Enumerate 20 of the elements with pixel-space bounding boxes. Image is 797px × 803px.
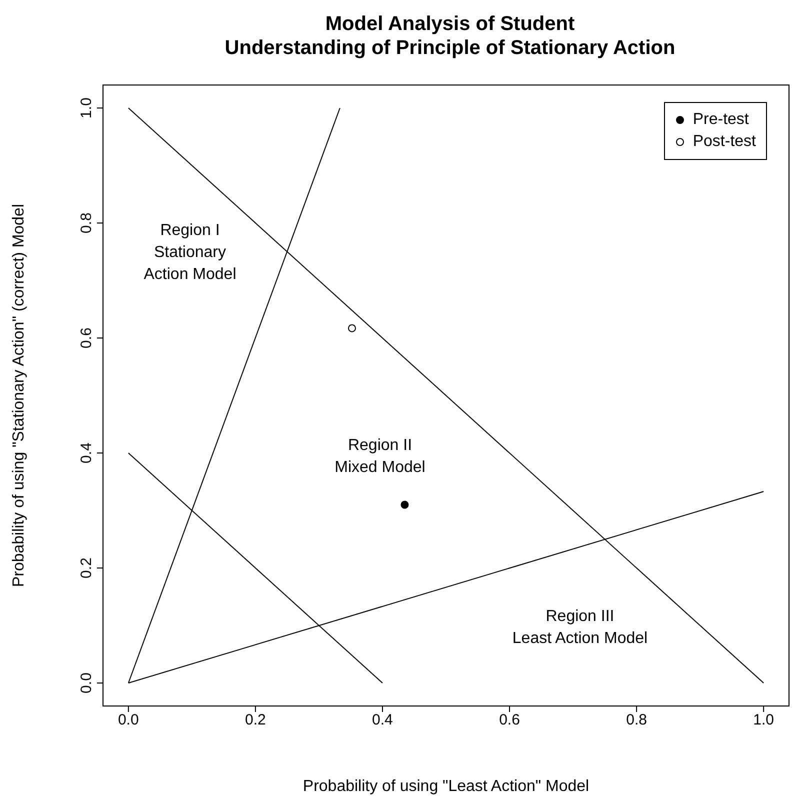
y-tick-label: 1.0 xyxy=(78,98,95,118)
annotation: Region III Least Action Model xyxy=(512,608,648,647)
y-tick-label: 0.6 xyxy=(78,328,95,348)
x-tick-label: 0.4 xyxy=(372,712,393,729)
chart-title: Model Analysis of Student Understanding of Principle of Stationary Action xyxy=(224,12,676,60)
y-tick-label: 0.4 xyxy=(78,442,95,464)
x-tick-label: 0.6 xyxy=(499,712,520,729)
y-tick-label: 0.0 xyxy=(78,672,95,694)
x-tick-label: 1.0 xyxy=(753,712,774,729)
y-tick-label: 0.2 xyxy=(78,558,95,578)
legend-label: Pre-test xyxy=(692,110,749,130)
x-tick-label: 0.2 xyxy=(245,712,266,729)
annotation: Region II Mixed Model xyxy=(334,437,426,476)
x-tick-label: 0.8 xyxy=(626,712,647,729)
legend-label: Post-test xyxy=(692,132,756,152)
x-tick-label: 0.0 xyxy=(118,712,139,729)
y-axis-title: Probability of using "Stationary Action" (correct) Model xyxy=(10,204,28,588)
y-tick-label: 0.8 xyxy=(78,212,95,234)
annotation: Region I Stationary Action Model xyxy=(144,222,236,283)
x-axis-title: Probability of using "Least Action" Model xyxy=(302,778,590,795)
